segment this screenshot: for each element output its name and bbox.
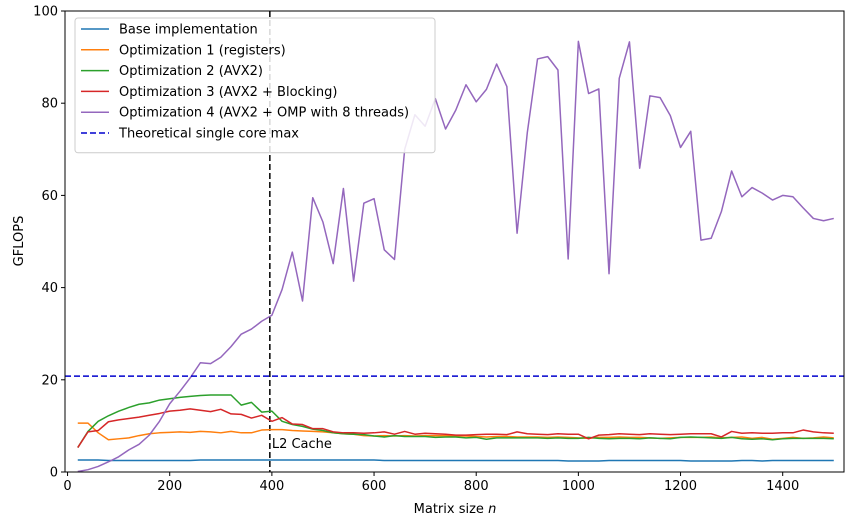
legend-label: Optimization 1 (registers): [119, 43, 286, 58]
x-tick-label: 1200: [664, 479, 697, 494]
y-tick-label: 20: [41, 373, 58, 388]
x-tick-label: 400: [259, 479, 284, 494]
legend-label: Optimization 2 (AVX2): [119, 64, 263, 79]
y-axis-label: GFLOPS: [12, 216, 27, 267]
x-tick-label: 0: [63, 479, 71, 494]
series-line-4: [77, 408, 834, 448]
series-line-3: [77, 394, 834, 448]
x-axis-label: Matrix size n: [414, 502, 497, 517]
series-line-1: [77, 459, 834, 462]
y-tick-label: 100: [33, 5, 58, 20]
x-tick-label: 600: [362, 479, 387, 494]
l2-cache-annotation: L2 Cache: [272, 437, 332, 452]
legend: Base implementation Optimization 1 (regis…: [74, 17, 436, 154]
legend-label: Theoretical single core max: [118, 127, 299, 142]
x-tick-label: 1400: [766, 479, 799, 494]
series-lines: [77, 40, 834, 473]
y-axis-ticks: 0 20 40 60 80 100: [33, 5, 65, 481]
legend-label: Base implementation: [119, 23, 258, 38]
x-tick-label: 800: [464, 479, 489, 494]
y-tick-label: 0: [50, 466, 58, 481]
legend-label: Optimization 3 (AVX2 + Blocking): [119, 85, 337, 100]
y-tick-label: 60: [41, 189, 58, 204]
legend-label: Optimization 4 (AVX2 + OMP with 8 thread…: [119, 106, 409, 121]
series-line-5: [77, 40, 834, 473]
plot-frame: [64, 10, 845, 473]
x-tick-label: 200: [157, 479, 182, 494]
legend-box: [74, 17, 436, 154]
y-tick-label: 40: [41, 281, 58, 296]
x-tick-label: 1000: [562, 479, 595, 494]
x-axis-ticks: 0 200 400 600 800 1000 1200 1400: [63, 472, 799, 494]
y-tick-label: 80: [41, 97, 58, 112]
